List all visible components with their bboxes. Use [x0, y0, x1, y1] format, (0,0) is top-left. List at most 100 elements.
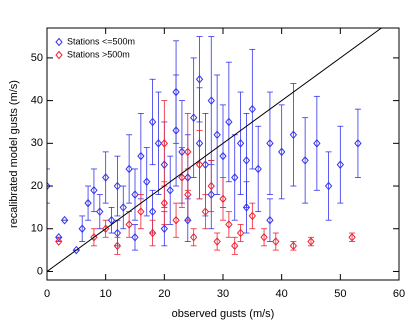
point — [336, 160, 344, 169]
point — [137, 207, 145, 216]
point — [324, 181, 333, 191]
y-tick-label: 50 — [31, 52, 43, 64]
point — [242, 203, 251, 212]
point — [242, 156, 251, 165]
point — [190, 233, 198, 242]
point — [47, 181, 51, 191]
point — [207, 96, 215, 105]
marks — [47, 28, 382, 272]
point — [266, 215, 274, 225]
point — [195, 160, 204, 169]
point — [201, 207, 210, 216]
point — [125, 220, 133, 229]
point — [178, 173, 186, 182]
legend-label: Stations <=500m — [67, 36, 135, 46]
legend-marker — [55, 37, 63, 47]
y-tick-label: 20 — [31, 180, 43, 192]
point — [160, 224, 168, 234]
point — [172, 126, 180, 135]
point — [148, 207, 157, 216]
point — [113, 181, 122, 191]
point — [348, 233, 356, 242]
x-tick-label: 20 — [158, 288, 170, 300]
point — [160, 198, 168, 208]
point — [301, 156, 309, 165]
y-tick-label: 30 — [31, 137, 43, 149]
point — [55, 237, 63, 246]
point — [272, 237, 280, 246]
point — [195, 139, 204, 148]
point — [231, 241, 239, 251]
legend: Stations <=500m Stations >500m — [55, 36, 135, 60]
y-tick-label: 40 — [31, 95, 43, 107]
y-axis-label: recalibrated model gusts (m/s) — [8, 80, 20, 228]
point — [207, 190, 215, 199]
point — [260, 233, 268, 242]
point — [248, 211, 256, 221]
point — [201, 160, 210, 169]
point — [55, 233, 63, 242]
point — [154, 139, 163, 148]
point — [219, 151, 227, 161]
point — [236, 139, 245, 148]
point — [137, 151, 145, 161]
point — [172, 215, 180, 225]
x-tick-label: 50 — [334, 288, 346, 300]
point — [266, 139, 274, 148]
x-tick-label: 10 — [100, 288, 112, 300]
point — [213, 237, 221, 246]
point — [143, 177, 151, 187]
point — [125, 164, 133, 174]
point — [131, 233, 139, 242]
point — [354, 139, 362, 148]
point — [166, 186, 174, 195]
point — [172, 87, 180, 97]
point — [178, 147, 186, 157]
point — [148, 228, 157, 238]
point — [307, 237, 315, 246]
point — [207, 181, 215, 191]
point — [190, 113, 198, 122]
point — [213, 130, 221, 140]
point — [90, 186, 98, 195]
point — [184, 215, 192, 225]
point — [96, 207, 104, 216]
point — [60, 215, 69, 225]
point — [289, 130, 298, 140]
legend-marker — [55, 50, 63, 60]
point — [107, 215, 116, 225]
point — [113, 241, 122, 251]
point — [225, 117, 233, 127]
point — [225, 220, 233, 229]
point — [313, 139, 321, 148]
axes-frame — [46, 27, 400, 281]
point — [236, 228, 245, 238]
identity-line — [47, 28, 382, 272]
x-tick-label: 40 — [276, 288, 288, 300]
x-tick-label: 60 — [393, 288, 405, 300]
legend-label: Stations >500m — [67, 49, 130, 59]
point — [131, 190, 139, 199]
x-tick-label: 30 — [217, 288, 229, 300]
y-tick-label: 0 — [37, 265, 43, 277]
point — [160, 139, 168, 148]
point — [184, 147, 192, 157]
point — [102, 173, 110, 182]
point — [78, 224, 86, 234]
point — [219, 194, 227, 204]
point — [278, 147, 286, 157]
point — [231, 173, 239, 182]
point — [195, 74, 204, 84]
x-axis-label: observed gusts (m/s) — [172, 308, 275, 320]
point — [148, 117, 157, 127]
point — [289, 241, 298, 251]
point — [119, 203, 127, 212]
point — [84, 198, 92, 208]
point — [184, 190, 192, 199]
x-tick-label: 0 — [44, 288, 50, 300]
point — [160, 160, 168, 169]
point — [113, 228, 122, 238]
point — [184, 173, 192, 182]
point — [254, 164, 262, 174]
